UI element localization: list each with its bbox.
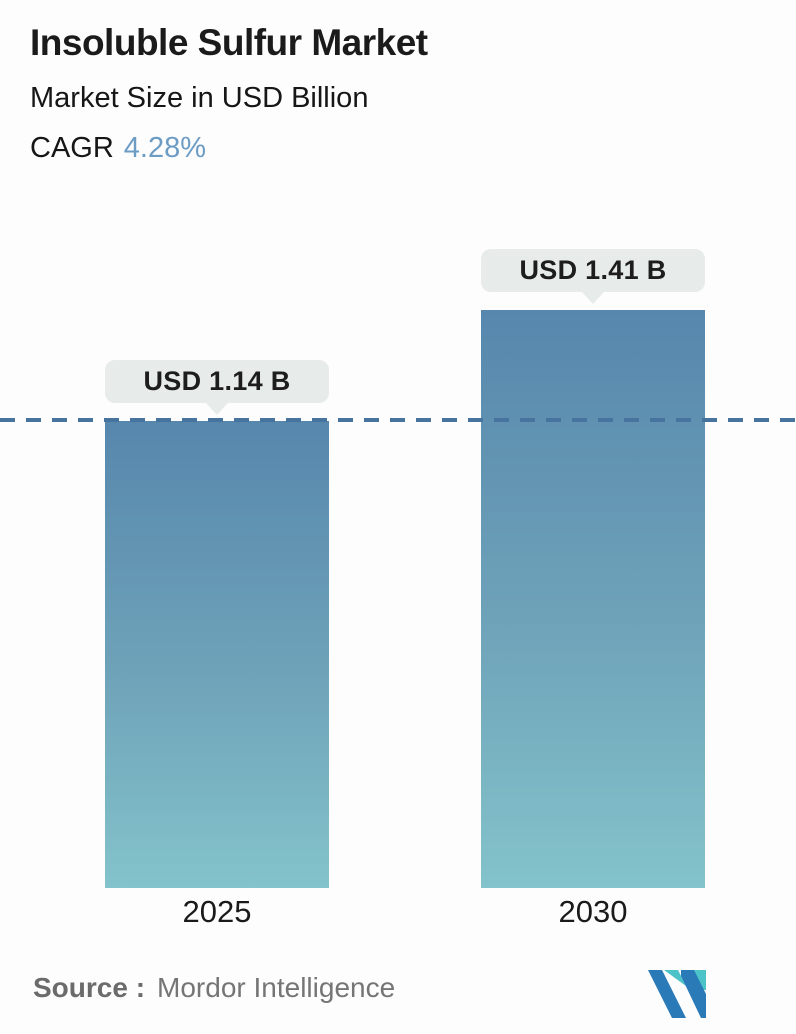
source-attribution: Source : Mordor Intelligence [33,972,395,1004]
value-label-2025: USD 1.14 B [143,366,291,396]
cagr-label: CAGR [30,132,114,164]
mordor-intelligence-logo-icon [648,970,706,1018]
bar-2025 [105,421,329,888]
value-badge-2030: USD 1.41 B [481,249,705,292]
bar-2030 [481,310,705,888]
value-badge-2025: USD 1.14 B [105,360,329,403]
source-label: Source : [33,972,146,1003]
source-value: Mordor Intelligence [157,972,396,1003]
x-axis-label-2025: 2025 [182,894,252,929]
cagr-row: CAGR 4.28% [30,132,206,165]
chart-subtitle: Market Size in USD Billion [30,82,369,114]
reference-dashed-line [0,418,796,422]
x-axis-label-2030: 2030 [558,894,628,929]
value-label-2030: USD 1.41 B [519,255,667,285]
cagr-value: 4.28% [123,132,207,164]
page-title: Insoluble Sulfur Market [30,22,428,63]
